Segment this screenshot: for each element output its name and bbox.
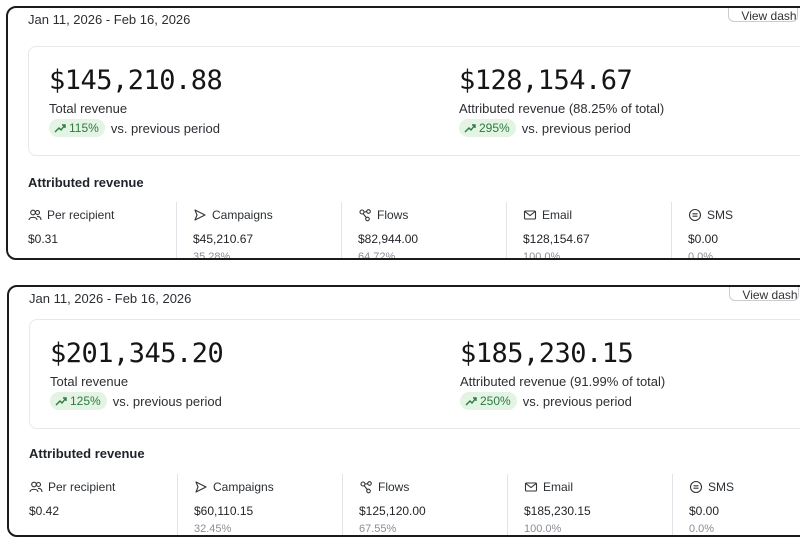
total-revenue-metric: $201,345.20 Total revenue 125% vs. previ… — [50, 338, 224, 410]
section-title: Attributed revenue — [29, 446, 145, 461]
column-per-recipient: Per recipient $0.42 — [29, 474, 194, 535]
trend-percent: 115% — [69, 121, 99, 135]
trend-up-icon — [54, 124, 66, 133]
total-revenue-label: Total revenue — [50, 374, 129, 389]
date-range: Jan 11, 2026 - Feb 16, 2026 — [28, 12, 191, 27]
column-label: Email — [543, 480, 574, 494]
total-revenue-value: $201,345.20 — [50, 338, 224, 369]
column-percent: 67.55% — [359, 523, 397, 535]
trend-caption: vs. previous period — [110, 120, 220, 136]
column-sms: SMS $0.00 0.0% — [672, 474, 800, 535]
column-label: Per recipient — [47, 208, 115, 222]
users-icon — [29, 481, 43, 493]
column-value: $0.42 — [29, 504, 60, 518]
mail-icon — [523, 210, 537, 220]
revenue-summary: $201,345.20 Total revenue 125% vs. previ… — [29, 319, 800, 429]
send-icon — [195, 481, 207, 493]
section-title: Attributed revenue — [28, 175, 144, 190]
attributed-revenue-label: Attributed revenue (88.25% of total) — [459, 101, 665, 116]
total-revenue-value: $145,210.88 — [49, 65, 223, 96]
users-icon — [28, 209, 42, 221]
column-label: Flows — [378, 480, 410, 494]
total-revenue-metric: $145,210.88 Total revenue 115% vs. previ… — [49, 65, 223, 137]
column-label: Email — [542, 208, 573, 222]
column-per-recipient: Per recipient $0.31 — [28, 202, 193, 258]
trend-up-icon — [464, 124, 476, 133]
column-percent: 35.28% — [193, 251, 231, 260]
column-campaigns: Campaigns $60,110.15 32.45% — [177, 474, 342, 535]
column-email: Email $128,154.67 100.0% — [506, 202, 671, 260]
mail-icon — [524, 482, 538, 492]
column-value: $60,110.15 — [194, 504, 254, 518]
column-percent: 0.0% — [688, 251, 714, 260]
column-email: Email $185,230.15 100.0% — [507, 474, 672, 535]
channel-breakdown: Per recipient $0.31 Campaigns $45,210.67… — [28, 202, 800, 260]
trend-caption: vs. previous period — [521, 120, 631, 136]
column-value: $125,120.00 — [359, 504, 426, 518]
column-value: $45,210.67 — [193, 232, 254, 246]
column-value: $0.00 — [689, 504, 720, 518]
trend-up-icon — [55, 397, 67, 406]
trend-badge: 125% — [50, 392, 107, 410]
column-sms: SMS $0.00 0.0% — [671, 202, 800, 260]
send-icon — [194, 209, 206, 221]
sms-icon — [689, 480, 703, 494]
flows-icon — [360, 481, 372, 494]
column-percent: 100.0% — [523, 251, 561, 260]
revenue-card: Jan 11, 2026 - Feb 16, 2026 View dash $2… — [7, 285, 800, 537]
trend-badge: 295% — [459, 119, 516, 137]
attributed-revenue-metric: $128,154.67 Attributed revenue (88.25% o… — [459, 65, 664, 137]
trend-badge: 115% — [49, 119, 105, 137]
view-dashboard-button[interactable]: View dash — [729, 287, 799, 301]
attributed-revenue-label: Attributed revenue (91.99% of total) — [460, 374, 666, 389]
trend-percent: 295% — [479, 121, 510, 135]
column-label: Campaigns — [212, 208, 273, 222]
total-revenue-trend: 125% vs. previous period — [50, 392, 223, 410]
column-label: Per recipient — [48, 480, 116, 494]
sms-icon — [688, 208, 702, 222]
attributed-revenue-trend: 295% vs. previous period — [459, 119, 664, 137]
total-revenue-label: Total revenue — [49, 101, 128, 116]
trend-caption: vs. previous period — [522, 393, 632, 409]
column-label: SMS — [708, 480, 735, 494]
view-dashboard-button[interactable]: View dash — [728, 8, 798, 22]
date-range: Jan 11, 2026 - Feb 16, 2026 — [29, 291, 192, 306]
column-percent: 0.0% — [689, 523, 715, 535]
column-value: $128,154.67 — [523, 232, 590, 246]
attributed-revenue-trend: 250% vs. previous period — [460, 392, 665, 410]
column-percent: 32.45% — [194, 523, 232, 535]
column-flows: Flows $82,944.00 64.72% — [341, 202, 506, 260]
column-label: Flows — [377, 208, 409, 222]
column-label: SMS — [707, 208, 734, 222]
trend-percent: 125% — [70, 394, 101, 408]
trend-badge: 250% — [460, 392, 517, 410]
column-percent: 100.0% — [524, 523, 562, 535]
total-revenue-trend: 115% vs. previous period — [49, 119, 222, 137]
column-flows: Flows $125,120.00 67.55% — [342, 474, 507, 535]
channel-breakdown: Per recipient $0.42 Campaigns $60,110.15… — [29, 474, 800, 535]
column-label: Campaigns — [213, 480, 274, 494]
trend-caption: vs. previous period — [112, 393, 222, 409]
column-percent: 64.72% — [358, 251, 396, 260]
attributed-revenue-value: $128,154.67 — [459, 65, 633, 96]
column-campaigns: Campaigns $45,210.67 35.28% — [176, 202, 341, 260]
flows-icon — [359, 209, 371, 222]
column-value: $185,230.15 — [524, 504, 591, 518]
column-value: $0.31 — [28, 232, 59, 246]
trend-percent: 250% — [480, 394, 511, 408]
column-value: $0.00 — [688, 232, 719, 246]
revenue-card: Jan 11, 2026 - Feb 16, 2026 View dash $1… — [6, 6, 800, 260]
trend-up-icon — [465, 397, 477, 406]
revenue-summary: $145,210.88 Total revenue 115% vs. previ… — [28, 46, 800, 156]
attributed-revenue-metric: $185,230.15 Attributed revenue (91.99% o… — [460, 338, 665, 410]
attributed-revenue-value: $185,230.15 — [460, 338, 634, 369]
column-value: $82,944.00 — [358, 232, 419, 246]
